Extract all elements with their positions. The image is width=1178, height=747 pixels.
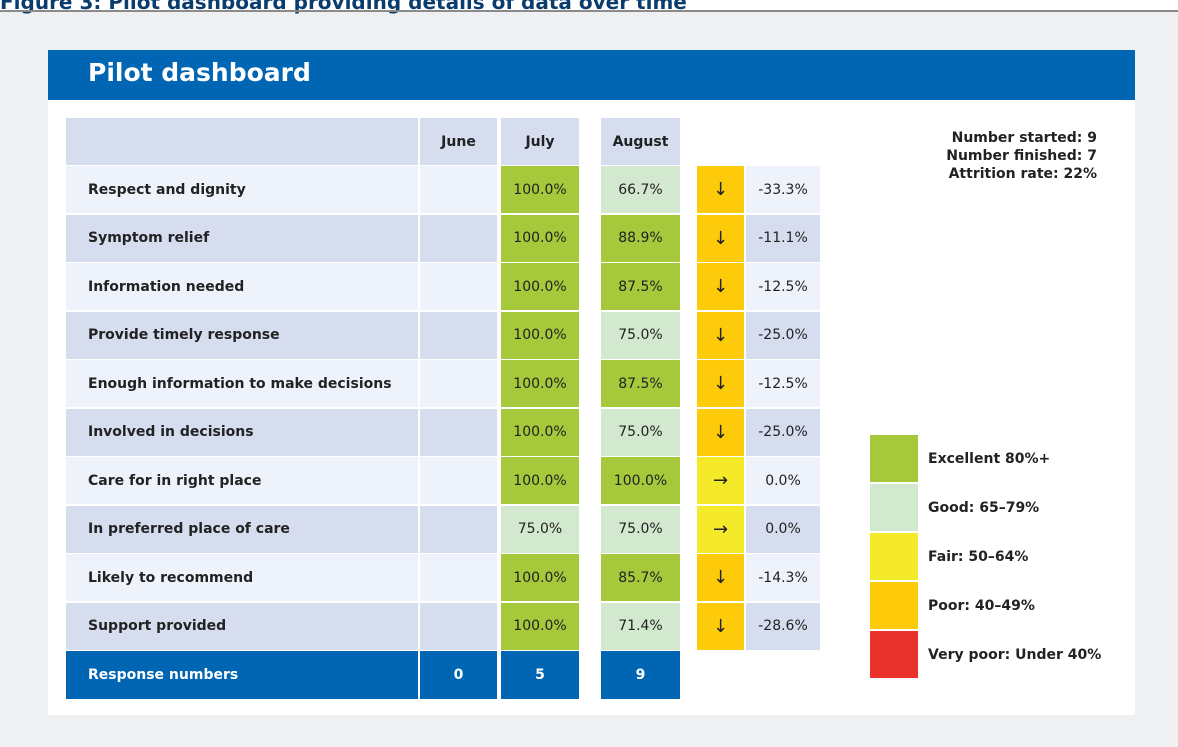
row-label: Symptom relief [66, 214, 418, 262]
legend-label: Good: 65–79% [928, 499, 1040, 516]
august-cell: 75.0% [601, 408, 680, 456]
july-cell: 100.0% [501, 214, 579, 262]
june-cell [420, 408, 497, 456]
row-label: Involved in decisions [66, 408, 418, 456]
row-label: Enough information to make decisions [66, 360, 418, 407]
summary-line: Number started: 9 [951, 130, 1097, 146]
row-label: In preferred place of care [66, 505, 418, 553]
column-header: August [601, 118, 680, 165]
response-number: 9 [601, 651, 680, 699]
august-cell: 87.5% [601, 263, 680, 310]
legend-label: Very poor: Under 40% [928, 646, 1102, 663]
change-cell: -12.5% [746, 360, 820, 407]
trend-arrow: ↓ [697, 166, 744, 213]
august-cell: 75.0% [601, 311, 680, 359]
change-cell: -28.6% [746, 602, 820, 650]
legend-label: Poor: 40–49% [928, 597, 1035, 614]
trend-arrow: ↓ [697, 360, 744, 407]
legend-swatch [870, 484, 918, 531]
change-cell: -12.5% [746, 263, 820, 310]
august-cell: 85.7% [601, 554, 680, 601]
august-cell: 66.7% [601, 166, 680, 213]
trend-arrow: ↓ [697, 263, 744, 310]
trend-arrow: ↓ [697, 214, 744, 262]
july-cell: 100.0% [501, 311, 579, 359]
change-cell: -25.0% [746, 408, 820, 456]
june-cell [420, 166, 497, 213]
august-cell: 71.4% [601, 602, 680, 650]
row-label: Likely to recommend [66, 554, 418, 601]
june-cell [420, 360, 497, 407]
june-cell [420, 263, 497, 310]
june-cell [420, 554, 497, 601]
dashboard-title: Pilot dashboard [88, 58, 311, 87]
trend-arrow: → [697, 457, 744, 504]
legend-swatch [870, 435, 918, 482]
june-cell [420, 602, 497, 650]
trend-arrow: ↓ [697, 311, 744, 359]
change-cell: 0.0% [746, 505, 820, 553]
legend-label: Excellent 80%+ [928, 450, 1051, 467]
august-cell: 100.0% [601, 457, 680, 504]
august-cell: 88.9% [601, 214, 680, 262]
row-label: Respect and dignity [66, 166, 418, 213]
footer-label: Response numbers [66, 651, 418, 699]
legend-label: Fair: 50–64% [928, 548, 1029, 565]
trend-arrow: ↓ [697, 408, 744, 456]
august-cell: 75.0% [601, 505, 680, 553]
july-cell: 100.0% [501, 360, 579, 407]
june-cell [420, 311, 497, 359]
row-label: Information needed [66, 263, 418, 310]
trend-arrow: → [697, 505, 744, 553]
summary-line: Number finished: 7 [946, 148, 1097, 164]
change-cell: -25.0% [746, 311, 820, 359]
august-cell: 87.5% [601, 360, 680, 407]
july-cell: 100.0% [501, 408, 579, 456]
june-cell [420, 457, 497, 504]
july-cell: 100.0% [501, 457, 579, 504]
june-cell [420, 214, 497, 262]
column-header: June [420, 118, 497, 165]
column-header: July [501, 118, 579, 165]
legend-swatch [870, 631, 918, 678]
june-cell [420, 505, 497, 553]
row-label: Care for in right place [66, 457, 418, 504]
july-cell: 100.0% [501, 602, 579, 650]
summary-line: Attrition rate: 22% [948, 166, 1097, 182]
change-cell: -33.3% [746, 166, 820, 213]
header-bar [48, 50, 1135, 100]
row-label: Support provided [66, 602, 418, 650]
header-cell [66, 118, 418, 165]
caption-rule [0, 10, 1178, 12]
legend-swatch [870, 533, 918, 580]
july-cell: 100.0% [501, 263, 579, 310]
july-cell: 75.0% [501, 505, 579, 553]
change-cell: -11.1% [746, 214, 820, 262]
trend-arrow: ↓ [697, 554, 744, 601]
july-cell: 100.0% [501, 554, 579, 601]
response-number: 0 [420, 651, 497, 699]
july-cell: 100.0% [501, 166, 579, 213]
change-cell: 0.0% [746, 457, 820, 504]
row-label: Provide timely response [66, 311, 418, 359]
change-cell: -14.3% [746, 554, 820, 601]
trend-arrow: ↓ [697, 602, 744, 650]
response-number: 5 [501, 651, 579, 699]
legend-swatch [870, 582, 918, 629]
